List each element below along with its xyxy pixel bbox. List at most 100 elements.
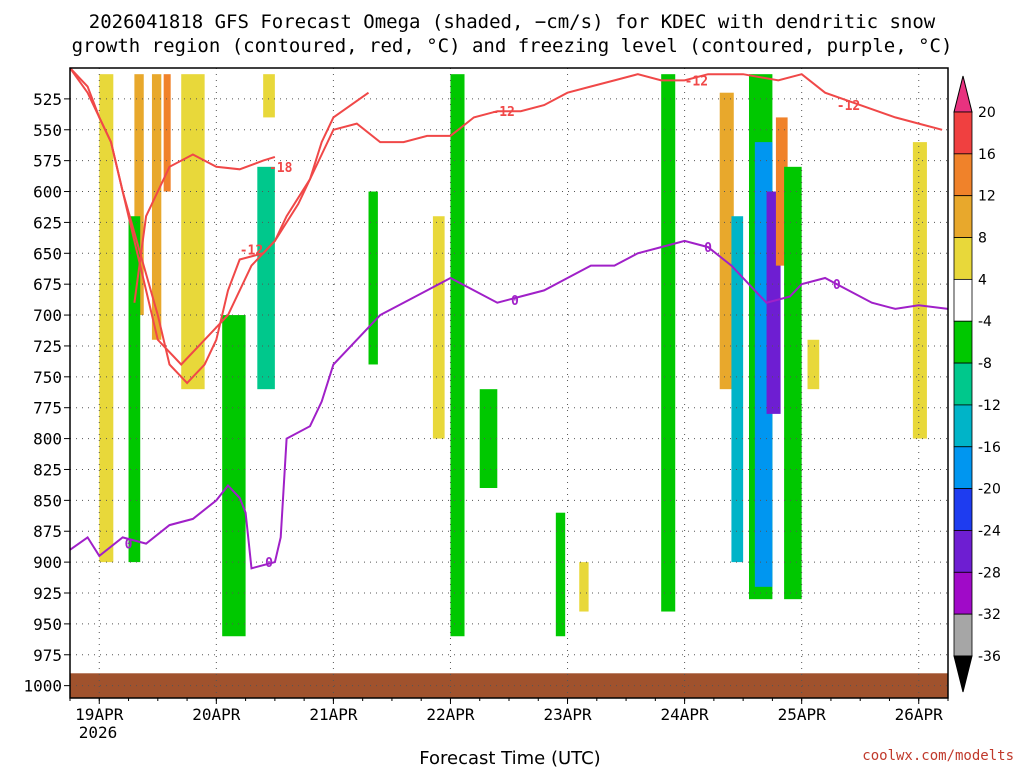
y-tick-label: 650 [33,244,62,263]
y-tick-label: 775 [33,399,62,418]
x-year-label: 2026 [79,723,118,742]
colorbar-tick-label: -16 [978,440,1001,456]
colorbar-box [953,446,973,490]
colorbar-box [953,488,973,531]
y-tick-label: 950 [33,615,62,634]
colorbar-box [953,320,973,364]
dgz-minus18-line [133,153,276,303]
colorbar-box [953,613,973,657]
dgz-minus12-lower-line [69,67,370,385]
omega-cell [555,512,566,637]
omega-cell [579,562,589,612]
omega-cell [181,74,205,390]
y-tick-label: 725 [33,337,62,356]
grid-lines [70,68,948,698]
colorbar-box [953,195,973,238]
x-tick-label: 20APR [192,705,241,724]
freezing-level-label: 0 [704,241,712,256]
x-tick-label: 19APR [75,705,124,724]
x-tick-label: 23APR [543,705,592,724]
freezing-level-label: 0 [511,294,519,309]
contour-labels: -12 -12 -12 -12 -18 0 0 0 0 0 [125,74,861,571]
omega-cell [128,216,141,563]
credit-text: coolwx.com/modelts [862,748,1014,764]
y-tick-label: 525 [33,90,62,109]
y-tick-label: 550 [33,121,62,140]
colorbar-box [953,278,973,322]
dgz-label: -12 [685,74,708,89]
colorbar-box [953,111,973,155]
colorbar-tick-label: 8 [978,231,987,247]
dgz-label: -12 [837,99,860,114]
y-tick-label: 975 [33,646,62,665]
colorbar-box [953,571,973,615]
omega-cell [222,315,246,637]
omega-cell [368,191,378,365]
y-tick-label: 575 [33,152,62,171]
y-tick-label: 700 [33,306,62,325]
y-tick-label: 750 [33,368,62,387]
colorbar-tick-label: -8 [978,356,992,372]
colorbar-tick-label: -20 [978,482,1001,498]
freezing-level-label: 0 [125,538,133,553]
chart-title-line1: 2026041818 GFS Forecast Omega (shaded, −… [89,11,936,33]
omega-shading [99,74,927,637]
freezing-level-label: 0 [265,556,273,571]
y-axis-ticks: 525 550 575 600 625 650 675 700 725 750 775 800 825 8… [23,90,70,696]
colorbar-top-triangle [953,75,973,113]
freezing-level-label: 0 [833,278,841,293]
contour-lines [69,67,949,570]
colorbar-tick-label: -12 [978,398,1001,414]
omega-cell [263,74,275,118]
x-tick-label: 22APR [426,705,475,724]
y-tick-label: 875 [33,522,62,541]
colorbar-tick-label: -36 [978,649,1001,665]
omega-cell [807,339,820,390]
omega-cell [912,142,927,439]
y-tick-label: 1000 [23,677,62,696]
colorbar-box [953,237,973,280]
colorbar: 20 16 12 8 4 -4 -8 -12 -16 -20 -24 -28 -32 -36 [953,75,1001,693]
y-tick-label: 675 [33,275,62,294]
x-tick-label: 26APR [895,705,944,724]
colorbar-tick-label: 12 [978,189,996,205]
y-tick-label: 600 [33,183,62,202]
dgz-label: -18 [269,161,293,176]
y-tick-label: 925 [33,584,62,603]
colorbar-box [953,153,973,197]
omega-cell [731,216,744,563]
dgz-label: -12 [491,105,514,120]
omega-cell [163,74,171,192]
colorbar-box [953,404,973,448]
omega-cell [775,117,788,266]
colorbar-tick-label: -4 [978,314,992,330]
omega-cell [450,74,465,637]
x-axis-ticks: 19APR 20APR 21APR 22APR 23APR 24APR 25APR 26APR [69,698,949,724]
y-tick-label: 800 [33,430,62,449]
y-tick-label: 625 [33,213,62,232]
colorbar-box [953,362,973,406]
colorbar-tick-label: -28 [978,565,1001,581]
x-tick-label: 21APR [309,705,358,724]
colorbar-tick-label: -24 [978,523,1001,539]
colorbar-tick-label: 20 [978,105,996,121]
omega-cell [134,74,144,316]
chart-title-line2: growth region (contoured, red, °C) and f… [72,35,953,57]
colorbar-tick-label: -32 [978,607,1001,623]
dgz-label: -12 [240,244,263,259]
x-axis-title: Forecast Time (UTC) [419,748,600,768]
x-tick-label: 24APR [661,705,710,724]
x-tick-label: 25APR [778,705,827,724]
omega-cell [99,74,114,563]
omega-cell [661,74,676,612]
freezing-level-line [69,239,949,570]
y-tick-label: 850 [33,491,62,510]
colorbar-tick-label: 4 [978,272,987,288]
y-tick-label: 825 [33,460,62,479]
y-tick-label: 900 [33,553,62,572]
omega-cell [784,166,802,600]
colorbar-tick-label: 16 [978,147,996,163]
omega-cell [257,166,275,390]
omega-cell [479,389,498,488]
